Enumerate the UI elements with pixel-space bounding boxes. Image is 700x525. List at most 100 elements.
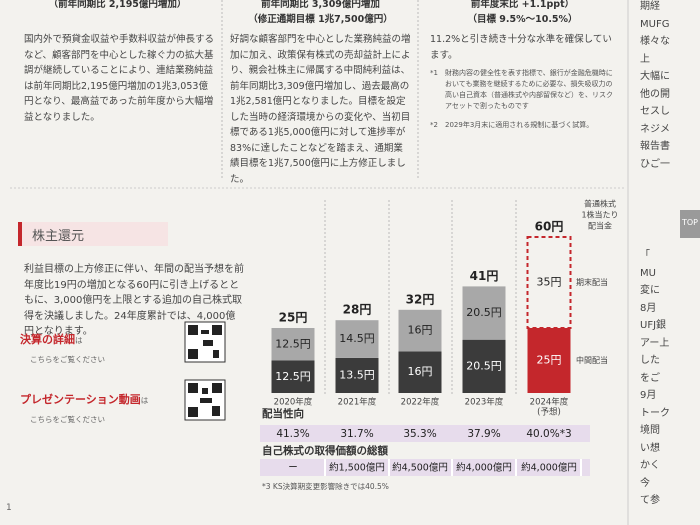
row-label: 自己株式の取得価額の総額: [262, 444, 388, 457]
bar-segment: [462, 339, 506, 393]
bar-segment: [398, 351, 442, 393]
note-text: 2029年3月末に適用される規制に基づく試算。: [445, 121, 594, 129]
row-cell: 31.7%: [340, 428, 373, 440]
link[interactable]: プレゼンテーション動画はこちらをご覧ください: [20, 388, 148, 426]
footnote: *3 KS決算期変更影響除きでは40.5%: [262, 482, 389, 491]
legend-title: 配当金: [588, 221, 612, 231]
total-label: 32円: [406, 292, 435, 306]
right-line: 期経: [640, 1, 660, 12]
value-label: 35円: [537, 276, 562, 289]
right-line: 様々な: [640, 36, 670, 47]
column-header: （修正通期目標 1兆7,500億円）: [248, 14, 393, 25]
right-line: ネジメ: [640, 123, 670, 135]
bar-segment: [527, 328, 571, 393]
column-text: 11.2%と引き続き十分な水準を確保しています。: [430, 34, 612, 61]
legend-title: 1株当たり: [581, 210, 618, 220]
link-label[interactable]: 決算の詳細: [20, 333, 75, 346]
value-label: 12.5円: [275, 370, 311, 383]
right-line: 「: [640, 250, 650, 261]
right-line: セスし: [640, 106, 670, 117]
legend-entry: 中間配当: [576, 355, 608, 365]
bar-segment: [271, 328, 315, 361]
right-column: 期経 MUFG 様々な上大幅に他の開セスしネジメ報告書ひご一: [640, 0, 670, 173]
right-line: 大幅に: [640, 71, 670, 82]
right-line: MU: [640, 267, 656, 279]
note-mark: *2: [430, 121, 438, 129]
total-label: 60円: [535, 220, 564, 234]
right-line: 変に: [640, 285, 660, 296]
right-line: MUFG: [640, 18, 670, 30]
total-label: 25円: [279, 311, 308, 325]
right-line: UFJ銀: [640, 320, 667, 331]
x-tick-label: 2023年度: [465, 397, 504, 408]
right-column: 「 MU 変に 8月 UFJ銀 アー上 した をご 9月 トーク 境問 い想 かく今て参: [640, 247, 670, 510]
row-band: [260, 459, 590, 476]
total-label: 41円: [470, 269, 499, 283]
bar-segment: [335, 357, 379, 393]
link-suffix: は: [140, 396, 149, 405]
tab[interactable]: TOP: [682, 218, 699, 227]
x-tick-note: (予想): [537, 407, 561, 418]
link[interactable]: 決算の詳細はこちらをご覧ください: [20, 328, 105, 366]
right-line: 9月: [640, 390, 657, 401]
bar-segment: [462, 286, 506, 340]
value-label: 16円: [408, 365, 433, 378]
section-title: 株主還元: [32, 229, 85, 244]
row-band: [260, 425, 590, 442]
value-label: 14.5円: [339, 332, 375, 345]
link-label[interactable]: プレゼンテーション動画: [20, 393, 141, 406]
right-line: アー上: [640, 337, 670, 349]
legend-entry: 期末配当: [576, 277, 608, 287]
right-line: 報告書: [640, 141, 670, 152]
row-label: 配当性向: [262, 407, 304, 420]
x-tick-label: 2024年度: [530, 397, 569, 408]
bar-segment: [526, 236, 572, 329]
link-sub: こちらをご覧ください: [30, 415, 105, 424]
right-line: 8月: [640, 302, 657, 314]
link-sub: こちらをご覧ください: [30, 355, 105, 364]
right-line: 上: [640, 53, 650, 65]
right-line: て参: [640, 495, 660, 506]
row-cell: 40.0%*3: [526, 428, 571, 440]
value-label: 20.5円: [466, 359, 502, 372]
value-label: 12.5円: [275, 337, 311, 350]
column-header: （前年同期比 2,195億円増加）: [48, 0, 187, 10]
right-line: かく: [640, 460, 660, 471]
value-label: 25円: [537, 354, 562, 367]
bar-segment: [271, 360, 315, 393]
value-label: 16円: [408, 324, 433, 337]
column-header: （目標 9.5%〜10.5%）: [467, 14, 578, 25]
row-cell: 37.9%: [467, 428, 500, 440]
x-tick-label: 2020年度: [274, 397, 313, 408]
note-text: 財務内容の健全性を表す指標で、銀行が金融危機時においても業務を継続するために必要…: [445, 69, 613, 110]
bar-segment: [335, 320, 379, 358]
right-line: をご: [640, 372, 660, 384]
right-line: 境問: [640, 425, 660, 436]
bar-segment: [398, 309, 442, 352]
column-text: 好調な顧客部門を中心とした業務純益の増加に加え、政策保有株式の売却益計上により、…: [230, 34, 411, 185]
note-mark: *1: [430, 69, 438, 77]
row-cell: 35.3%: [403, 428, 436, 440]
value-label: 20.5円: [466, 306, 502, 319]
link-suffix: は: [75, 336, 83, 345]
row-cell: 41.3%: [276, 428, 309, 440]
x-tick-label: 2022年度: [401, 397, 440, 408]
right-line: した: [640, 355, 660, 366]
page-number: 1: [6, 503, 12, 513]
section-text: 利益目標の上方修正に伴い、年間の配当予想を前年度比19円の増加となる60円に引き…: [24, 264, 244, 337]
x-tick-label: 2021年度: [338, 397, 377, 408]
right-line: 他の開: [640, 88, 670, 100]
right-line: 今: [640, 477, 650, 489]
column-header: 前年同期比 3,309億円増加: [261, 0, 380, 10]
row-cell: 約1,500億円: [329, 462, 385, 474]
row-cell: 約4,500億円: [392, 462, 448, 474]
legend-title: 普通株式: [584, 199, 616, 209]
row-cell: 約4,000億円: [521, 462, 577, 474]
column-text: 国内外で預貸金収益や手数料収益が伸長するなど、顧客部門を中心とした稼ぐ力の拡大基…: [24, 34, 215, 123]
right-line: い想: [640, 442, 660, 454]
right-line: ひご一: [640, 158, 670, 170]
column-header: 前年度末比 +1.1ppt）: [470, 0, 575, 10]
value-label: 13.5円: [339, 368, 375, 381]
